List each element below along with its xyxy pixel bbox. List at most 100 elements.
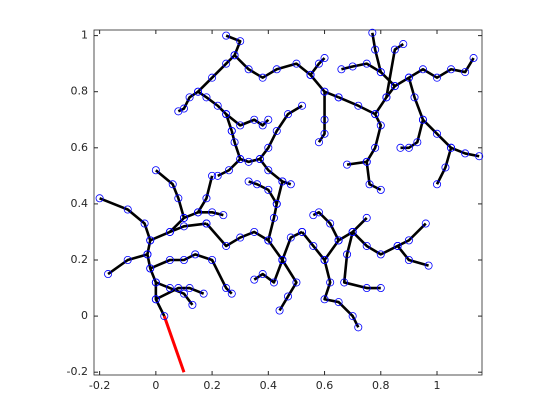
branch	[435, 147, 453, 185]
node	[224, 166, 233, 175]
node	[362, 59, 371, 68]
node	[334, 93, 343, 102]
node	[314, 59, 323, 68]
node	[396, 143, 405, 152]
node	[340, 278, 349, 287]
node	[343, 250, 352, 259]
node	[320, 87, 329, 96]
y-tick-label: 0.6	[71, 141, 89, 154]
node	[258, 73, 267, 82]
node	[236, 121, 245, 130]
branch	[317, 91, 326, 143]
node	[253, 180, 262, 189]
node	[433, 129, 442, 138]
node	[208, 171, 217, 180]
node	[244, 177, 253, 186]
node	[393, 241, 402, 250]
node	[286, 180, 295, 189]
node	[475, 152, 484, 161]
node	[461, 68, 470, 77]
node	[343, 160, 352, 169]
node	[151, 295, 160, 304]
branch	[258, 104, 303, 160]
node	[174, 284, 183, 293]
node	[362, 241, 371, 250]
branch	[149, 222, 207, 242]
node	[362, 213, 371, 222]
node	[298, 227, 307, 236]
node	[244, 157, 253, 166]
branch	[312, 211, 340, 241]
node	[275, 306, 284, 315]
node	[165, 255, 174, 264]
branch	[107, 253, 148, 276]
node	[354, 323, 363, 332]
node	[264, 143, 273, 152]
node	[264, 166, 273, 175]
node	[309, 211, 318, 220]
node	[278, 255, 287, 264]
y-tick-label: 1	[81, 29, 88, 42]
node	[255, 155, 264, 164]
node	[362, 157, 371, 166]
node	[230, 138, 239, 147]
node	[222, 31, 231, 40]
node	[365, 180, 374, 189]
node	[264, 236, 273, 245]
node	[230, 51, 239, 60]
node	[371, 110, 380, 119]
node	[146, 264, 155, 273]
node	[376, 284, 385, 293]
y-tick-label: 0.8	[71, 85, 89, 98]
node	[292, 278, 301, 287]
node	[314, 138, 323, 147]
branch	[253, 259, 284, 284]
node	[326, 278, 335, 287]
node	[272, 65, 281, 74]
node	[278, 177, 287, 186]
node	[227, 126, 236, 135]
branch	[177, 90, 234, 132]
node	[441, 163, 450, 172]
node	[213, 171, 222, 180]
branch	[248, 180, 278, 205]
node	[236, 155, 245, 164]
branch	[225, 113, 270, 127]
node	[202, 219, 211, 228]
node	[227, 289, 236, 298]
node	[371, 45, 380, 54]
node	[354, 101, 363, 110]
node	[104, 270, 113, 279]
node	[337, 65, 346, 74]
node	[320, 255, 329, 264]
branch	[196, 175, 214, 213]
branch	[155, 281, 194, 306]
node	[334, 298, 343, 307]
node	[222, 110, 231, 119]
node	[258, 270, 267, 279]
node	[433, 73, 442, 82]
branch	[155, 169, 186, 219]
node	[202, 93, 211, 102]
plot-area	[93, 29, 483, 376]
x-tick-label: 0.6	[316, 379, 334, 392]
node	[399, 40, 408, 49]
node	[179, 222, 188, 231]
x-tick-label: 0.8	[372, 379, 390, 392]
node	[413, 138, 422, 147]
branch	[365, 161, 382, 192]
node	[250, 115, 259, 124]
node	[250, 275, 259, 284]
node	[222, 284, 231, 293]
branch	[301, 231, 360, 328]
node	[404, 255, 413, 264]
node	[334, 236, 343, 245]
node	[368, 28, 377, 37]
y-tick-label: 0	[81, 309, 88, 322]
node	[236, 37, 245, 46]
node	[376, 185, 385, 194]
node	[461, 149, 470, 158]
branch	[309, 57, 326, 76]
node	[213, 101, 222, 110]
